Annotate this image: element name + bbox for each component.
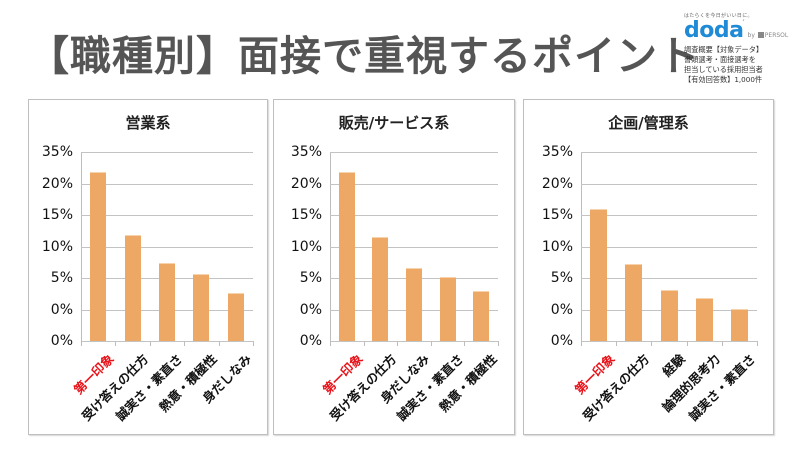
y-tick-label: 0% bbox=[550, 301, 573, 318]
y-tick-label: 5% bbox=[50, 270, 73, 286]
chart-panel-retail-service: 販売/サービス系 35% 20% 15% 10% 5% 0% 0% 第一印象 受け答えの仕方 身だし… bbox=[273, 99, 515, 435]
y-tick-label: 5% bbox=[299, 270, 322, 286]
x-tick-mark bbox=[184, 341, 185, 346]
y-tick-label: 35% bbox=[41, 144, 73, 160]
x-tick-mark bbox=[397, 341, 398, 346]
y-tick-label: 15% bbox=[41, 207, 73, 223]
bar bbox=[125, 234, 141, 341]
x-tick-mark bbox=[150, 341, 151, 346]
x-tick-mark bbox=[687, 341, 688, 346]
logo-spark-icon: ′ bbox=[742, 19, 745, 29]
page-title: 【職種別】面接で重視するポイント bbox=[28, 32, 700, 80]
x-tick-mark bbox=[651, 341, 652, 346]
brand-tagline: はたらくを今日がいい日に。 bbox=[684, 13, 753, 19]
bar bbox=[473, 290, 489, 341]
x-axis-line bbox=[330, 341, 498, 342]
plot-area: 35% 20% 15% 10% 5% 0% 0% 第一印象 受け答えの仕方 誠実さ・素直さ 熱意・積… bbox=[42, 144, 255, 424]
x-tick-mark bbox=[757, 341, 758, 346]
x-tick-mark bbox=[498, 341, 499, 346]
gridline bbox=[581, 246, 757, 248]
chart-title: 企画/管理系 bbox=[608, 114, 689, 132]
x-tick-mark bbox=[81, 341, 82, 346]
x-tick-mark bbox=[253, 341, 254, 346]
gridline bbox=[581, 215, 757, 216]
bar bbox=[590, 208, 607, 341]
persol-label: PERSOL bbox=[764, 32, 789, 39]
bar bbox=[406, 268, 422, 341]
chart-panel-planning-admin: 企画/管理系 35% 20% 15% 10% 5% 0% 0% 第一印象 受け答えの仕方 経験 論理的… bbox=[523, 99, 774, 435]
survey-line: 担当している採用担当者 bbox=[684, 65, 763, 74]
chart-panel-sales: 営業系 35% 20% 15% 10% 5% 0% 0% 第一印象 受け答えの仕方 誠実さ・素直さ熱… bbox=[28, 99, 268, 435]
bar bbox=[159, 262, 175, 341]
x-tick-mark bbox=[581, 341, 582, 346]
x-axis-line bbox=[581, 341, 757, 342]
gridline bbox=[81, 152, 253, 153]
gridline bbox=[330, 183, 498, 185]
bar bbox=[440, 277, 456, 341]
y-tick-label: 20% bbox=[41, 175, 73, 192]
survey-line: 調査概要【対象データ】 bbox=[684, 45, 764, 54]
x-tick-mark bbox=[330, 341, 331, 346]
y-tick-label: 0% bbox=[299, 333, 322, 349]
persol-mark-icon bbox=[757, 32, 764, 38]
x-tick-mark bbox=[616, 341, 617, 346]
y-tick-label: 0% bbox=[550, 333, 573, 349]
y-tick-label: 35% bbox=[541, 144, 573, 160]
brand-logo-row: doda ′ by PERSOL bbox=[684, 20, 796, 42]
bar bbox=[696, 298, 713, 341]
y-tick-label: 20% bbox=[541, 175, 573, 192]
gridline bbox=[81, 183, 253, 185]
plot-area: 35% 20% 15% 10% 5% 0% 0% 第一印象 受け答えの仕方 経験 論理的思考力 誠実さ… bbox=[542, 144, 758, 424]
x-tick-mark bbox=[364, 341, 365, 346]
bar bbox=[731, 308, 748, 341]
x-tick-mark bbox=[115, 341, 116, 346]
brand-block: はたらくを今日がいい日に。 doda ′ by PERSOL 調査概要【対象デー… bbox=[684, 12, 796, 85]
y-tick-label: 15% bbox=[541, 207, 573, 223]
gridline bbox=[330, 152, 498, 153]
y-tick-label: 5% bbox=[550, 270, 573, 286]
survey-line: 【有効回答数】1,000件 bbox=[684, 75, 763, 84]
y-tick-label: 0% bbox=[299, 301, 322, 318]
y-tick-label: 0% bbox=[50, 333, 73, 349]
y-tick-label: 10% bbox=[41, 238, 73, 255]
gridline bbox=[581, 278, 757, 279]
bar bbox=[90, 171, 106, 341]
x-tick-mark bbox=[219, 341, 220, 346]
y-tick-label: 0% bbox=[50, 301, 73, 318]
gridline bbox=[81, 246, 253, 248]
x-tick-mark bbox=[722, 341, 723, 346]
bar bbox=[372, 236, 388, 341]
bar bbox=[625, 263, 642, 341]
gridline bbox=[330, 246, 498, 248]
bar bbox=[193, 273, 209, 341]
bar bbox=[339, 172, 355, 341]
y-tick-label: 10% bbox=[541, 238, 573, 255]
gridline bbox=[581, 183, 757, 185]
survey-line: 書類選考・面接選考を bbox=[684, 55, 756, 64]
brand-by: by PERSOL bbox=[747, 32, 789, 39]
x-tick-mark bbox=[431, 341, 432, 346]
y-tick-label: 15% bbox=[290, 207, 322, 223]
bar bbox=[661, 290, 678, 341]
x-tick-mark bbox=[464, 341, 465, 346]
gridline bbox=[581, 152, 757, 153]
chart-title: 販売/サービス系 bbox=[338, 114, 450, 132]
bar bbox=[228, 292, 244, 341]
survey-summary: 調査概要【対象データ】 書類選考・面接選考を 担当している採用担当者 【有効回答… bbox=[684, 45, 796, 85]
plot-area: 35% 20% 15% 10% 5% 0% 0% 第一印象 受け答えの仕方 身だしなみ 誠実さ・素直… bbox=[291, 144, 500, 424]
y-tick-label: 10% bbox=[290, 238, 322, 255]
x-axis-line bbox=[81, 341, 253, 342]
doda-logo: doda bbox=[684, 18, 744, 43]
gridline bbox=[81, 215, 253, 216]
by-label: by bbox=[747, 32, 755, 39]
chart-title: 営業系 bbox=[125, 114, 171, 132]
y-tick-label: 20% bbox=[290, 175, 322, 192]
y-tick-label: 35% bbox=[290, 144, 322, 160]
gridline bbox=[330, 215, 498, 216]
